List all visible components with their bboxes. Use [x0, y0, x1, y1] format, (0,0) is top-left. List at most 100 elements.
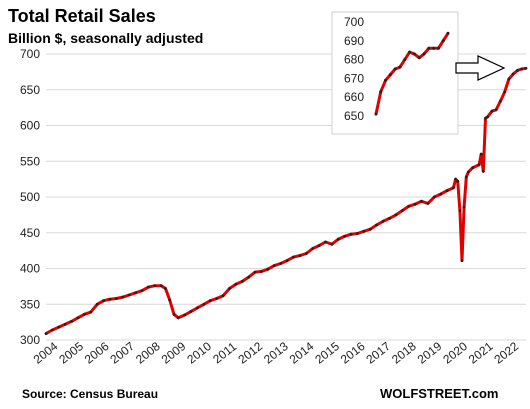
y-tick-label: 350	[20, 297, 40, 311]
inset-y-tick-label: 650	[344, 109, 364, 123]
data-point	[70, 320, 73, 323]
data-point	[486, 115, 489, 119]
source-note: Source: Census Bureau	[22, 387, 158, 401]
data-point	[83, 312, 86, 316]
data-point	[102, 299, 105, 303]
series-line	[45, 66, 527, 335]
data-point	[362, 229, 366, 233]
data-point	[247, 275, 251, 279]
data-point	[467, 170, 470, 174]
data-point	[511, 72, 515, 76]
gridlines	[46, 53, 526, 341]
data-point	[159, 284, 163, 288]
data-point	[285, 259, 289, 262]
data-point	[140, 289, 144, 293]
data-point	[215, 297, 219, 300]
chart-title: Total Retail Sales	[8, 6, 156, 26]
x-tick-label: 2009	[159, 339, 189, 367]
data-point	[164, 287, 167, 290]
data-point	[439, 192, 443, 196]
inset-data-point	[374, 112, 378, 116]
data-point	[266, 267, 270, 271]
y-tick-label: 500	[20, 190, 40, 204]
data-point	[51, 328, 54, 332]
x-tick-label: 2010	[184, 339, 214, 367]
x-tick-label: 2012	[236, 339, 266, 367]
inset-y-tick-label: 670	[344, 71, 364, 85]
data-point	[153, 284, 157, 288]
x-tick-label: 2008	[133, 339, 163, 367]
data-point	[445, 189, 449, 193]
x-tick-label: 2022	[492, 339, 522, 367]
data-point	[189, 310, 193, 313]
x-tick-label: 2011	[210, 339, 239, 366]
chart-subtitle: Billion $, seasonally adjusted	[8, 30, 203, 46]
inset-data-point	[412, 52, 416, 56]
data-point	[432, 195, 436, 199]
data-point	[89, 310, 93, 314]
data-point	[311, 247, 315, 250]
data-point	[95, 302, 99, 306]
y-axis-ticks: 300 350 400 450 500 550 600 650 700	[20, 47, 40, 347]
data-point	[520, 67, 524, 71]
inset-data-point	[408, 50, 412, 54]
data-point	[400, 209, 404, 213]
inset-data-point	[388, 73, 392, 77]
inset-y-tick-label: 660	[344, 90, 364, 104]
data-point	[228, 287, 231, 290]
inset-data-point	[417, 56, 421, 60]
y-tick-label: 700	[20, 47, 40, 61]
x-tick-label: 2013	[261, 339, 291, 367]
data-point	[260, 270, 263, 273]
y-tick-label: 600	[20, 119, 40, 133]
data-point	[507, 77, 511, 81]
data-point	[221, 294, 225, 298]
data-point	[477, 163, 481, 167]
data-point	[134, 291, 138, 295]
data-point	[234, 282, 238, 286]
data-point	[292, 255, 295, 259]
x-tick-label: 2005	[56, 339, 86, 367]
data-point	[460, 259, 464, 262]
x-tick-label: 2015	[312, 339, 342, 367]
arrow-icon	[455, 55, 506, 81]
x-tick-label: 2017	[364, 339, 394, 367]
data-point	[272, 264, 276, 267]
data-point	[63, 322, 67, 326]
x-axis-ticks: 2004200520062007200820092010201120122013…	[31, 339, 522, 367]
data-point	[420, 199, 423, 203]
x-tick-label: 2018	[389, 339, 419, 367]
data-point	[503, 90, 507, 94]
data-point	[356, 232, 359, 235]
data-point	[108, 297, 112, 301]
data-point	[324, 240, 327, 244]
inset-data-point	[393, 67, 397, 71]
data-point	[471, 166, 475, 170]
data-point	[115, 297, 118, 300]
inset-y-tick-label: 690	[344, 34, 364, 48]
data-point	[499, 99, 502, 103]
inset-data-point	[422, 52, 426, 56]
inset-data-point	[403, 58, 407, 62]
data-point	[516, 69, 519, 72]
inset-data-point	[441, 39, 445, 43]
data-point	[336, 237, 340, 241]
inset-data-point	[427, 46, 431, 50]
main-series	[44, 66, 528, 335]
data-point	[202, 302, 206, 306]
data-point	[127, 293, 131, 297]
data-point	[494, 108, 498, 112]
inset-y-tick-label: 700	[344, 15, 364, 29]
inset-data-point	[436, 46, 440, 50]
data-point	[183, 313, 187, 317]
inset-series	[374, 31, 450, 116]
data-point	[196, 306, 199, 310]
data-point	[407, 204, 411, 208]
data-point	[168, 298, 172, 302]
data-point	[479, 152, 483, 156]
data-point	[57, 325, 61, 329]
data-point	[240, 280, 244, 283]
data-point	[304, 252, 308, 255]
x-tick-label: 2021	[466, 339, 496, 367]
